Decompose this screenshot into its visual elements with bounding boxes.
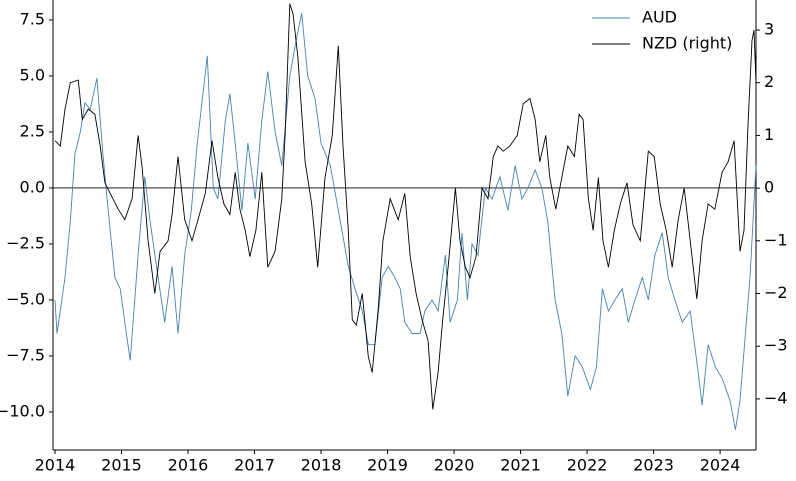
- x-tick-label: 2016: [168, 456, 209, 475]
- y-tick-label: 5.0: [20, 65, 45, 84]
- x-tick-label: 2017: [234, 456, 275, 475]
- y-tick-label: 0.0: [20, 177, 45, 196]
- y2-tick-label: 0: [764, 178, 774, 197]
- legend-label: AUD: [642, 8, 677, 27]
- x-tick-label: 2020: [434, 456, 475, 475]
- y2-tick-label: −2: [764, 283, 788, 302]
- x-tick-label: 2018: [301, 456, 342, 475]
- x-tick-label: 2024: [700, 456, 741, 475]
- y-tick-label: −10.0: [0, 401, 45, 420]
- x-tick-label: 2022: [567, 456, 608, 475]
- y2-tick-label: 3: [764, 20, 774, 39]
- y-tick-label: −7.5: [6, 345, 45, 364]
- x-tick-label: 2019: [367, 456, 408, 475]
- y2-tick-label: −1: [764, 230, 788, 249]
- y-tick-label: −5.0: [6, 289, 45, 308]
- x-tick-label: 2015: [101, 456, 142, 475]
- y-tick-label: 7.5: [20, 9, 45, 28]
- y-tick-label: −2.5: [6, 233, 45, 252]
- legend-label: NZD (right): [642, 34, 732, 53]
- x-tick-label: 2014: [35, 456, 76, 475]
- x-tick-label: 2021: [500, 456, 541, 475]
- series-line: [54, 3, 757, 410]
- y2-tick-label: −4: [764, 388, 788, 407]
- series-line: [54, 13, 757, 430]
- x-tick-label: 2023: [633, 456, 674, 475]
- y2-tick-label: −3: [764, 336, 788, 355]
- y2-tick-label: 2: [764, 72, 774, 91]
- y-tick-label: 2.5: [20, 121, 45, 140]
- y2-tick-label: 1: [764, 125, 774, 144]
